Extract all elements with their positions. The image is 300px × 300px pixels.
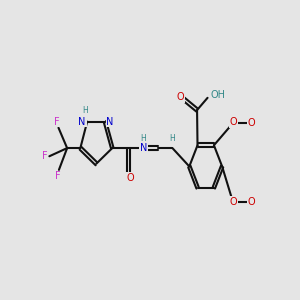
Text: N: N (78, 117, 86, 127)
Text: H: H (169, 134, 175, 143)
Text: O: O (229, 117, 237, 127)
Text: F: F (41, 151, 47, 160)
Text: O: O (176, 92, 184, 102)
Text: F: F (55, 171, 61, 181)
Text: N: N (106, 117, 114, 127)
Text: N: N (140, 143, 147, 153)
Text: O: O (126, 173, 134, 183)
Text: O: O (247, 197, 255, 207)
Text: O: O (247, 118, 255, 128)
Text: H: H (82, 106, 88, 115)
Text: OH: OH (211, 90, 226, 100)
Text: F: F (54, 117, 60, 127)
Text: H: H (140, 134, 146, 143)
Text: O: O (229, 197, 237, 207)
